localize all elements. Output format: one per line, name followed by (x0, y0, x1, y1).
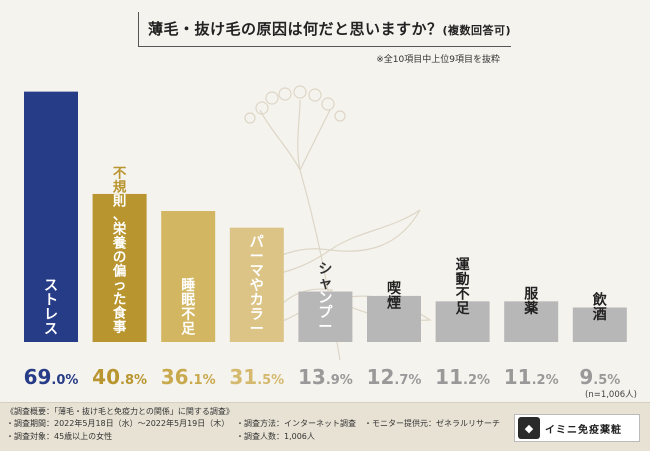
category-label-9: 飲酒 (592, 292, 608, 324)
value-label-2: 40.8% (92, 365, 147, 389)
bar-9 (572, 307, 627, 342)
bar-5 (298, 291, 353, 342)
chart-note: ※全10項目中上位9項目を抜粋 (376, 55, 500, 65)
value-label-3: 36.1% (161, 365, 216, 389)
category-label-7: 運動不足 (456, 257, 471, 317)
brand-badge: ◆ イミニ免疫薬粧 (514, 414, 640, 442)
footer-period: ・調査期間：2022年5月18日（水）〜2022年5月19日（木） (6, 419, 230, 428)
value-label-4: 31.5% (229, 365, 284, 389)
bar-8 (504, 301, 559, 342)
bar-4 (229, 227, 284, 342)
footer-method: ・調査方法：インターネット調査 (236, 419, 356, 428)
bar-6 (367, 295, 421, 342)
category-label-1: ストレス (44, 278, 58, 338)
brand-name: イミニ免疫薬粧 (545, 424, 622, 436)
value-label-9: 9.5% (579, 365, 620, 389)
category-label-3: 睡眠不足 (181, 278, 196, 338)
brand-logo-icon: ◆ (518, 417, 540, 439)
value-label-8: 11.2% (504, 365, 559, 389)
footer-target: ・調査対象：45歳以上の女性 (6, 432, 113, 441)
category-label-4: パーマやカラー (250, 235, 264, 338)
value-label-7: 11.2% (435, 365, 490, 389)
sample-size-label: (n=1,006人) (585, 390, 637, 400)
footer-provider: ・モニター提供元：ゼネラルリサーチ (364, 419, 500, 428)
category-label-6: 喫煙 (387, 280, 402, 312)
bar-7 (435, 301, 490, 342)
bar-3 (161, 211, 216, 342)
bar-2 (92, 193, 147, 342)
category-label-5: シャンプー (318, 262, 333, 336)
value-label-5: 13.9% (298, 365, 353, 389)
chart-title-main: 薄毛・抜け毛の原因は何だと思いますか？ (148, 20, 443, 38)
category-label-2: 不規則、栄養の偏った食事 (112, 166, 127, 336)
bar-1 (24, 91, 78, 342)
footer-heading: 《調査概要：「薄毛・抜け毛と免疫力との関係」に関する調査》 (6, 407, 234, 416)
bar-chart: ストレス 69.0% 不規則、栄養の偏った食事 40.8% 睡眠不足 36.1% パーマやカ… (24, 91, 627, 389)
chart-title: 薄毛・抜け毛の原因は何だと思いますか？(複数回答可) (148, 18, 511, 39)
value-label-1: 69.0% (24, 365, 79, 389)
value-label-6: 12.7% (367, 365, 422, 389)
title-frame (138, 12, 511, 47)
footer-count: ・調査人数：1,006人 (236, 432, 315, 441)
chart-title-sub: (複数回答可) (442, 24, 512, 37)
category-label-8: 服薬 (524, 286, 539, 317)
